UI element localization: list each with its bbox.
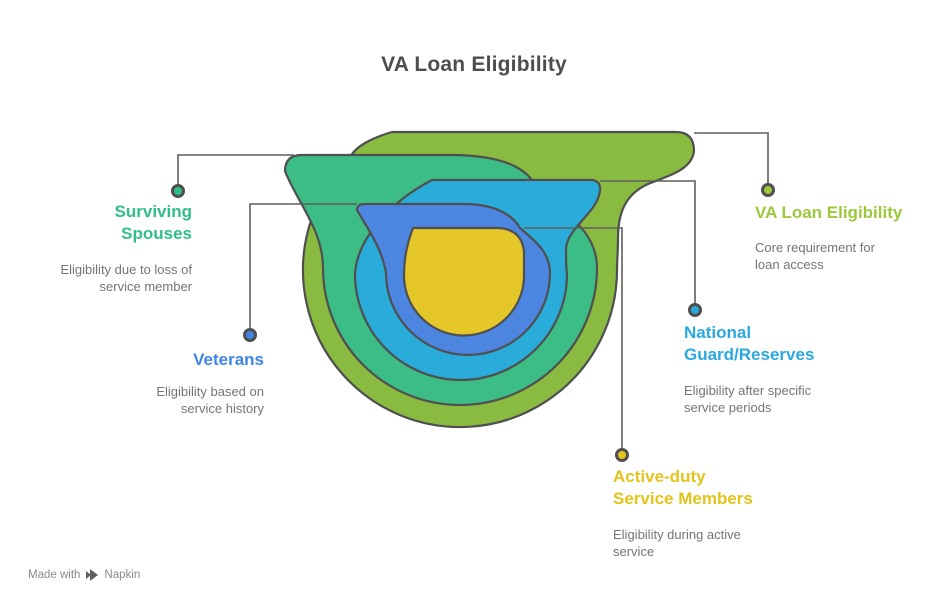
connector-surviving-spouses bbox=[177, 154, 294, 186]
dot-national-guard bbox=[688, 303, 702, 317]
label-active-duty-title: Active-duty Service Members bbox=[613, 467, 753, 508]
watermark-made-with-text: Made with bbox=[28, 569, 81, 581]
dot-active-duty bbox=[615, 448, 629, 462]
label-national-guard-description: Eligibility after specific service perio… bbox=[684, 383, 812, 415]
label-surviving-spouses-description: Eligibility due to loss of service membe… bbox=[60, 262, 192, 294]
label-active-duty: Active-duty Service Members Eligibility … bbox=[613, 466, 753, 560]
connector-veterans bbox=[249, 203, 357, 330]
layer-active-duty-shape bbox=[402, 226, 526, 337]
napkin-logo-icon bbox=[85, 569, 99, 581]
connector-active-duty bbox=[524, 227, 623, 450]
label-veterans-description: Eligibility based on service history bbox=[156, 384, 264, 416]
label-va-loan-eligibility: VA Loan Eligibility Core requirement for… bbox=[755, 202, 902, 273]
label-va-loan-eligibility-description: Core requirement for loan access bbox=[755, 240, 875, 272]
label-surviving-spouses: Surviving Spouses Eligibility due to los… bbox=[60, 201, 192, 295]
page-title: VA Loan Eligibility bbox=[381, 53, 567, 76]
label-national-guard: National Guard/Reserves Eligibility afte… bbox=[684, 322, 814, 416]
connector-va-loan-eligibility bbox=[694, 132, 769, 185]
dot-va-loan-eligibility bbox=[761, 183, 775, 197]
label-surviving-spouses-title: Surviving Spouses bbox=[114, 202, 192, 243]
watermark: Made with Napkin bbox=[28, 569, 140, 581]
connector-national-guard bbox=[600, 180, 696, 305]
label-national-guard-title: National Guard/Reserves bbox=[684, 323, 815, 364]
watermark-brand-text: Napkin bbox=[104, 569, 141, 581]
label-active-duty-description: Eligibility during active service bbox=[613, 527, 741, 559]
label-veterans: Veterans Eligibility based on service hi… bbox=[156, 349, 264, 417]
dot-surviving-spouses bbox=[171, 184, 185, 198]
label-veterans-title: Veterans bbox=[193, 350, 264, 369]
dot-veterans bbox=[243, 328, 257, 342]
label-va-loan-eligibility-title: VA Loan Eligibility bbox=[755, 203, 903, 222]
